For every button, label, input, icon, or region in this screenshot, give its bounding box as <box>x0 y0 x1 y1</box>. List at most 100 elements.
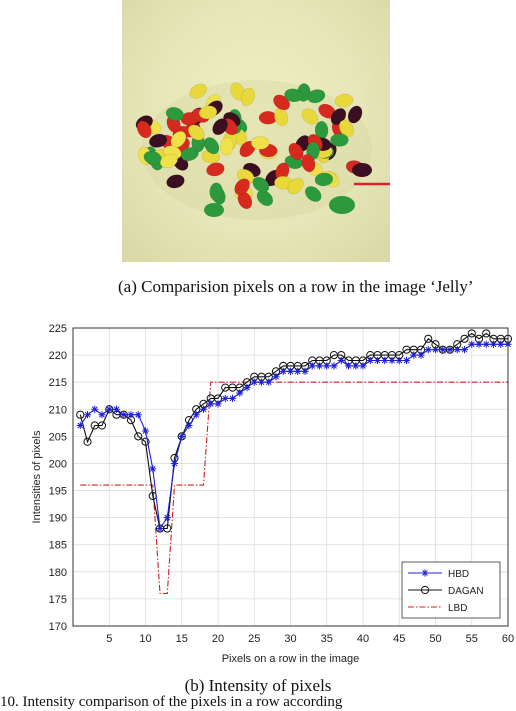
jelly-bean <box>209 182 223 202</box>
data-point <box>105 405 113 413</box>
data-point <box>424 334 433 343</box>
data-point <box>489 340 498 348</box>
data-point <box>76 421 84 430</box>
x-tick-label: 15 <box>176 633 188 645</box>
y-tick-label: 190 <box>49 513 67 525</box>
jelly-bean-illustration <box>135 80 390 220</box>
data-point <box>207 400 215 408</box>
y-tick-label: 195 <box>49 486 67 498</box>
jelly-bean <box>347 105 363 124</box>
data-point <box>417 351 425 359</box>
y-tick-label: 220 <box>49 350 67 362</box>
jelly-bean <box>165 107 184 121</box>
data-point <box>424 346 432 354</box>
data-point <box>97 421 107 430</box>
data-point <box>482 329 491 338</box>
legend: HBD DAGAN LBD <box>401 561 501 619</box>
series-line <box>80 381 508 595</box>
data-point <box>199 405 208 413</box>
x-tick-label: 55 <box>466 633 478 645</box>
jelly-bean <box>314 172 334 187</box>
data-point <box>453 346 461 354</box>
truncated-caption: 10. Intensity comparison of the pixels i… <box>0 694 343 710</box>
data-point <box>257 378 266 386</box>
jelly-bean <box>284 88 303 103</box>
y-tick-label: 200 <box>49 458 67 470</box>
jelly-bean <box>203 137 220 155</box>
data-point <box>294 367 302 375</box>
legend-label: DAGAN <box>448 586 484 597</box>
jelly-bean <box>234 178 250 196</box>
jelly-bean <box>334 93 354 108</box>
data-point <box>308 362 316 370</box>
data-point <box>265 378 273 386</box>
jelly-bean <box>256 190 274 207</box>
data-point <box>236 389 244 397</box>
data-point <box>373 356 382 365</box>
data-point <box>330 362 338 370</box>
data-point <box>149 465 157 473</box>
data-point <box>468 340 476 348</box>
jelly-bean <box>219 137 234 156</box>
data-point <box>359 362 367 370</box>
x-tick-label: 10 <box>139 633 151 645</box>
data-point <box>214 400 222 408</box>
data-point <box>421 569 429 577</box>
data-point <box>460 346 469 354</box>
jelly-bean <box>250 136 270 150</box>
x-tick-label: 20 <box>212 633 224 645</box>
data-point <box>395 356 403 365</box>
intensity-chart: 5 10 15 20 25 30 35 40 45 50 55 60 170 175 180 185 190 19… <box>31 323 514 665</box>
data-point <box>388 356 396 365</box>
data-point <box>431 346 440 354</box>
data-point <box>83 411 92 419</box>
series-hbd <box>76 340 512 533</box>
data-point <box>366 356 374 365</box>
x-tick-label: 25 <box>248 633 260 645</box>
x-tick-label: 40 <box>357 633 369 645</box>
data-point <box>141 437 150 446</box>
data-point <box>134 411 142 419</box>
x-tick-label: 30 <box>284 633 296 645</box>
jelly-bean <box>206 162 225 177</box>
data-point <box>352 362 360 370</box>
x-axis-label: Pixels on a row in the image <box>222 653 360 665</box>
jelly-bean <box>288 142 304 161</box>
data-point <box>475 340 483 348</box>
jelly-bean <box>159 153 178 169</box>
data-point <box>163 524 172 533</box>
data-point <box>127 411 135 419</box>
x-tick-label: 60 <box>502 633 514 645</box>
data-point <box>91 405 99 413</box>
jelly-bean <box>166 174 185 189</box>
data-point <box>381 356 389 365</box>
x-tick-label: 5 <box>106 633 112 645</box>
data-point <box>228 394 237 403</box>
data-point <box>170 459 179 468</box>
data-point <box>156 524 164 533</box>
jelly-bean <box>330 133 349 147</box>
x-tick-label: 50 <box>429 633 441 645</box>
y-tick-label: 225 <box>49 323 67 335</box>
data-point <box>185 421 193 430</box>
data-point <box>497 340 505 348</box>
data-point <box>272 373 280 381</box>
data-point <box>337 356 345 365</box>
data-point <box>83 437 92 446</box>
data-point <box>192 411 200 419</box>
jelly-bean <box>307 89 326 104</box>
data-point <box>76 410 85 419</box>
y-tick-label: 180 <box>49 567 67 579</box>
legend-label: HBD <box>448 569 469 580</box>
data-point <box>460 334 469 343</box>
caption-a: (a) Comparision pixels on a row in the i… <box>118 277 474 296</box>
jelly-bean-photo <box>122 0 390 262</box>
y-tick-label: 215 <box>49 377 67 389</box>
series-lbd <box>80 381 508 595</box>
jelly-bean <box>301 154 316 173</box>
caption-b: (b) Intensity of pixels <box>184 676 332 695</box>
data-point <box>134 432 143 441</box>
data-point <box>344 362 353 370</box>
data-point <box>439 346 447 354</box>
y-tick-label: 210 <box>49 404 67 416</box>
